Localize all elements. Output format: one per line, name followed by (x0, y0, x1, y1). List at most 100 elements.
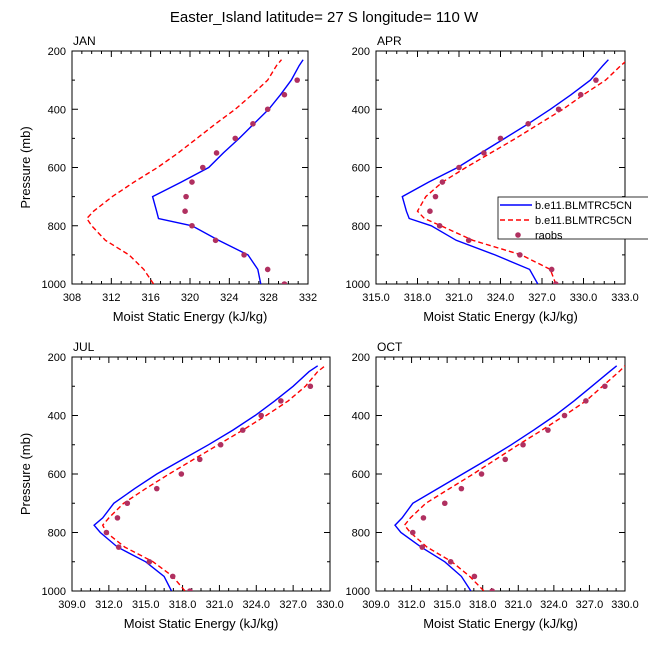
raobs-point (465, 237, 472, 244)
figure-title: Easter_Island latitude= 27 S longitude= … (170, 9, 479, 26)
x-tick-label: 312 (102, 292, 120, 304)
raobs-point (489, 588, 495, 591)
plot-frame (375, 356, 626, 592)
series-line-solid (394, 365, 618, 591)
raobs-point (114, 515, 121, 521)
series-line-solid (151, 59, 304, 284)
raobs-point (545, 427, 551, 433)
x-axis-label: Moist Static Energy (kJ/kg) (423, 309, 578, 324)
x-tick-label: 312.0 (95, 599, 123, 611)
plot-frame (71, 356, 331, 592)
raobs-point (115, 544, 122, 550)
plot-area (394, 365, 625, 591)
x-tick-label: 316 (141, 292, 159, 304)
y-tick-label: 1000 (346, 586, 370, 598)
raobs-point (169, 573, 176, 580)
legend-label: b.e11.BLMTRC5CN (535, 200, 632, 212)
legend-marker-raobs (515, 232, 521, 238)
x-axis-label: Moist Static Energy (kJ/kg) (423, 616, 578, 631)
y-tick-label: 200 (352, 352, 370, 364)
x-tick-label: 318.0 (404, 292, 432, 304)
raobs-point (124, 500, 131, 507)
y-tick-label: 200 (48, 46, 66, 58)
panel-label: APR (377, 34, 402, 48)
panels: JAN 308 312 316 320 324 328 332 200 400 600 800 1000… (18, 34, 639, 631)
raobs-point (593, 77, 599, 83)
series-line-dashed (403, 365, 625, 591)
raobs-point (189, 179, 195, 185)
x-axis-label: Moist Static Energy (kJ/kg) (124, 616, 279, 631)
raobs-point (213, 150, 220, 156)
y-tick-label: 600 (352, 163, 370, 175)
x-tick-label: 318.0 (169, 599, 197, 611)
raobs-point (517, 252, 523, 258)
raobs-point (420, 515, 427, 521)
y-tick-label: 400 (48, 104, 66, 116)
panel-label: JUL (73, 340, 95, 354)
x-tick-label: 315.0 (362, 292, 390, 304)
y-axis-label: Pressure (mb) (18, 433, 33, 515)
raobs-point (146, 558, 153, 565)
raobs-point (294, 77, 300, 83)
raobs-point (307, 383, 314, 390)
raobs-point (502, 456, 509, 463)
x-tick-label: 324.0 (243, 599, 271, 611)
y-tick-label: 400 (48, 411, 66, 423)
raobs-point (555, 106, 562, 113)
raobs-point (441, 500, 448, 507)
raobs-point (427, 208, 433, 214)
y-tick-label: 400 (352, 104, 370, 116)
y-tick-label: 800 (352, 221, 370, 233)
x-tick-label: 327.0 (279, 599, 307, 611)
raobs-point (258, 412, 265, 419)
x-tick-label: 321.0 (206, 599, 234, 611)
x-tick-label: 320 (181, 292, 199, 304)
y-tick-label: 400 (352, 411, 370, 423)
raobs-point (409, 529, 416, 536)
raobs-point (153, 485, 160, 492)
raobs-point (241, 252, 247, 258)
x-tick-label: 328 (259, 292, 277, 304)
y-axis-label: Pressure (mb) (18, 126, 33, 208)
panel-jan: JAN 308 312 316 320 324 328 332 200 400 600 800 1000… (18, 34, 317, 324)
legend-box (497, 196, 648, 240)
y-tick-label: 800 (48, 528, 66, 540)
raobs-point (232, 135, 239, 142)
y-tick-label: 600 (48, 469, 66, 481)
series-line-solid (401, 59, 609, 284)
raobs-point (217, 441, 224, 448)
raobs-point (481, 150, 487, 156)
series-line-dashed (416, 61, 625, 284)
raobs-point (103, 529, 110, 536)
raobs-point (436, 222, 443, 229)
y-tick-label: 200 (352, 46, 370, 58)
raobs-point (497, 135, 504, 142)
x-tick-label: 321.0 (445, 292, 473, 304)
x-tick-label: 330.0 (611, 599, 639, 611)
x-tick-label: 327.0 (528, 292, 556, 304)
raobs-point (478, 471, 485, 477)
raobs-point (583, 398, 589, 404)
legend: b.e11.BLMTRC5CN b.e11.BLMTRC5CN raobs (497, 196, 648, 242)
raobs-point (278, 398, 284, 404)
raobs-point (553, 281, 559, 284)
x-tick-label: 330.0 (570, 292, 598, 304)
x-tick-label: 324 (220, 292, 238, 304)
raobs-point (561, 412, 568, 419)
x-tick-label: 332 (299, 292, 317, 304)
raobs-point (281, 91, 288, 98)
x-tick-label: 312.0 (398, 599, 426, 611)
panel-apr: APR 315.0 318.0 321.0 324.0 327.0 330.0 333.0 20… (346, 34, 639, 324)
series-line-dashed (101, 365, 326, 591)
raobs-point (525, 121, 531, 127)
y-tick-label: 1000 (42, 279, 66, 291)
panel-label: JAN (73, 34, 96, 48)
raobs-point (602, 383, 608, 390)
raobs-point (187, 588, 193, 591)
raobs-point (250, 121, 256, 127)
y-tick-label: 200 (48, 352, 66, 364)
raobs-point (458, 485, 465, 492)
y-tick-label: 600 (352, 469, 370, 481)
y-tick-label: 800 (352, 528, 370, 540)
